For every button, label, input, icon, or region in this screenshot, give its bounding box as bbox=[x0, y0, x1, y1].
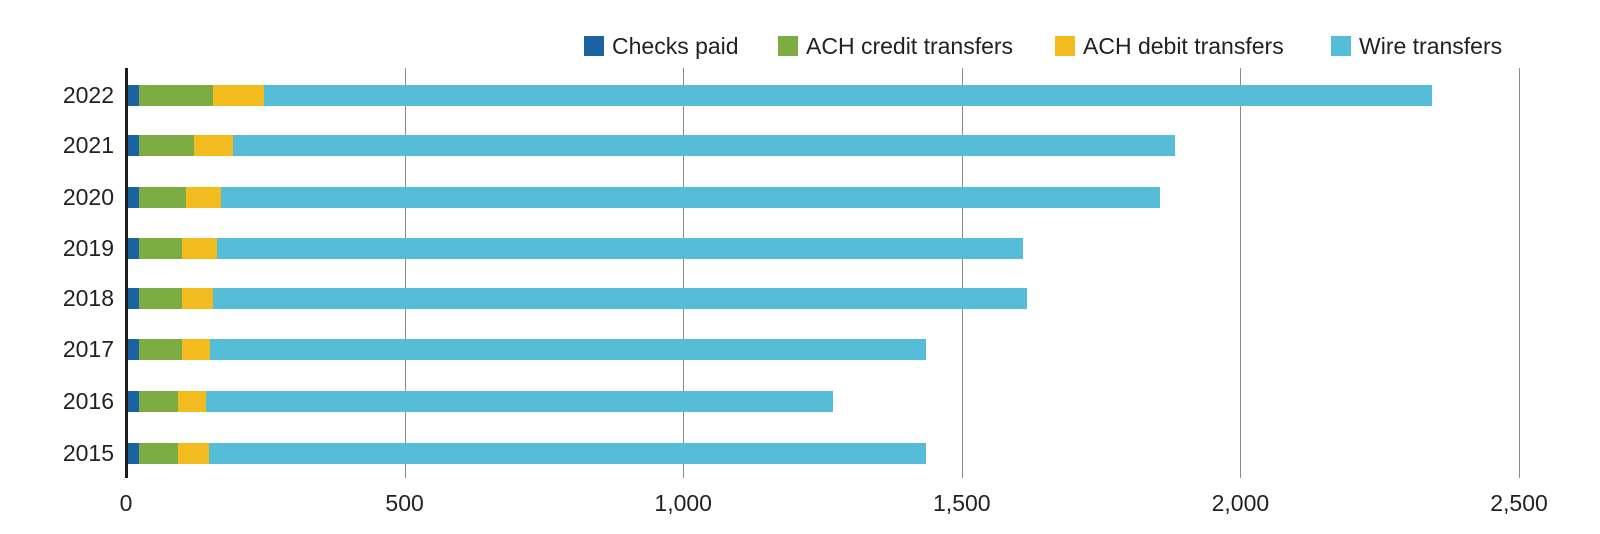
legend-label: Wire transfers bbox=[1359, 32, 1503, 59]
bar-segment[interactable] bbox=[217, 238, 1023, 259]
gridline bbox=[1240, 68, 1242, 478]
bar-segment[interactable] bbox=[193, 135, 233, 156]
x-tick-label: 1,000 bbox=[654, 490, 712, 516]
chart-legend: Checks paid ACH credit transfers ACH deb… bbox=[0, 30, 1600, 62]
x-tick-label: 0 bbox=[119, 490, 133, 516]
bar-segment[interactable] bbox=[206, 391, 833, 412]
legend-item-ach-debit[interactable]: ACH debit transfers bbox=[1055, 30, 1284, 62]
bar-2016[interactable] bbox=[127, 391, 833, 412]
legend-item-wire[interactable]: Wire transfers bbox=[1331, 30, 1502, 62]
bar-segment[interactable] bbox=[182, 288, 213, 309]
gridline bbox=[961, 68, 963, 478]
bar-2017[interactable] bbox=[127, 339, 926, 360]
bar-segment[interactable] bbox=[139, 238, 183, 259]
bar-segment[interactable] bbox=[178, 391, 207, 412]
bar-segment[interactable] bbox=[127, 391, 140, 412]
y-tick-label: 2020 bbox=[62, 184, 114, 210]
y-tick-label: 2017 bbox=[62, 336, 114, 362]
bar-segment[interactable] bbox=[182, 238, 218, 259]
bar-2022[interactable] bbox=[127, 85, 1432, 106]
bar-segment[interactable] bbox=[127, 238, 140, 259]
bar-segment[interactable] bbox=[139, 135, 194, 156]
bar-segment[interactable] bbox=[139, 339, 183, 360]
x-tick-label: 2,000 bbox=[1211, 490, 1270, 516]
bar-segment[interactable] bbox=[139, 85, 213, 106]
bar-segment[interactable] bbox=[139, 187, 187, 208]
bar-segment[interactable] bbox=[127, 135, 140, 156]
gridline bbox=[683, 68, 685, 478]
bar-segment[interactable] bbox=[127, 187, 140, 208]
bar-segment[interactable] bbox=[186, 187, 222, 208]
bar-segment[interactable] bbox=[232, 135, 1176, 156]
bar-2015[interactable] bbox=[127, 443, 926, 464]
bar-segment[interactable] bbox=[127, 443, 140, 464]
legend-swatch-ach-credit bbox=[778, 36, 798, 56]
y-tick-label: 2022 bbox=[62, 82, 114, 108]
legend-swatch-ach-debit bbox=[1055, 36, 1075, 56]
legend-swatch-checks-paid bbox=[584, 36, 604, 56]
bar-segment[interactable] bbox=[209, 443, 926, 464]
legend-label: ACH credit transfers bbox=[806, 32, 1014, 59]
legend-item-ach-credit[interactable]: ACH credit transfers bbox=[778, 30, 1013, 62]
y-tick-label: 2015 bbox=[62, 440, 114, 466]
bar-segment[interactable] bbox=[178, 443, 210, 464]
x-tick-label: 1,500 bbox=[933, 490, 991, 516]
bar-segment[interactable] bbox=[127, 339, 140, 360]
y-tick-label: 2018 bbox=[62, 285, 114, 311]
y-axis-line bbox=[125, 68, 128, 478]
bar-segment[interactable] bbox=[139, 443, 179, 464]
legend-label: ACH debit transfers bbox=[1083, 32, 1284, 59]
bar-2019[interactable] bbox=[127, 238, 1023, 259]
legend-item-checks-paid[interactable]: Checks paid bbox=[584, 30, 739, 62]
bar-2021[interactable] bbox=[127, 135, 1176, 156]
gridline bbox=[404, 68, 406, 478]
y-tick-label: 2016 bbox=[62, 388, 114, 414]
bar-segment[interactable] bbox=[212, 85, 265, 106]
bar-segment[interactable] bbox=[127, 288, 140, 309]
bar-segment[interactable] bbox=[182, 339, 210, 360]
bar-segment[interactable] bbox=[221, 187, 1161, 208]
x-tick-label: 2,500 bbox=[1490, 490, 1548, 516]
bar-segment[interactable] bbox=[139, 391, 179, 412]
y-tick-label: 2019 bbox=[62, 235, 114, 261]
bar-segment[interactable] bbox=[212, 288, 1027, 309]
bar-2020[interactable] bbox=[127, 187, 1161, 208]
legend-label: Checks paid bbox=[612, 32, 739, 59]
bar-2018[interactable] bbox=[127, 288, 1027, 309]
gridline bbox=[1519, 68, 1520, 478]
legend-swatch-wire bbox=[1331, 36, 1351, 56]
bar-segment[interactable] bbox=[264, 85, 1432, 106]
y-tick-label: 2021 bbox=[62, 132, 114, 158]
x-tick-label: 500 bbox=[385, 490, 424, 516]
bar-segment[interactable] bbox=[139, 288, 183, 309]
bar-segment[interactable] bbox=[127, 85, 140, 106]
bar-segment[interactable] bbox=[210, 339, 926, 360]
